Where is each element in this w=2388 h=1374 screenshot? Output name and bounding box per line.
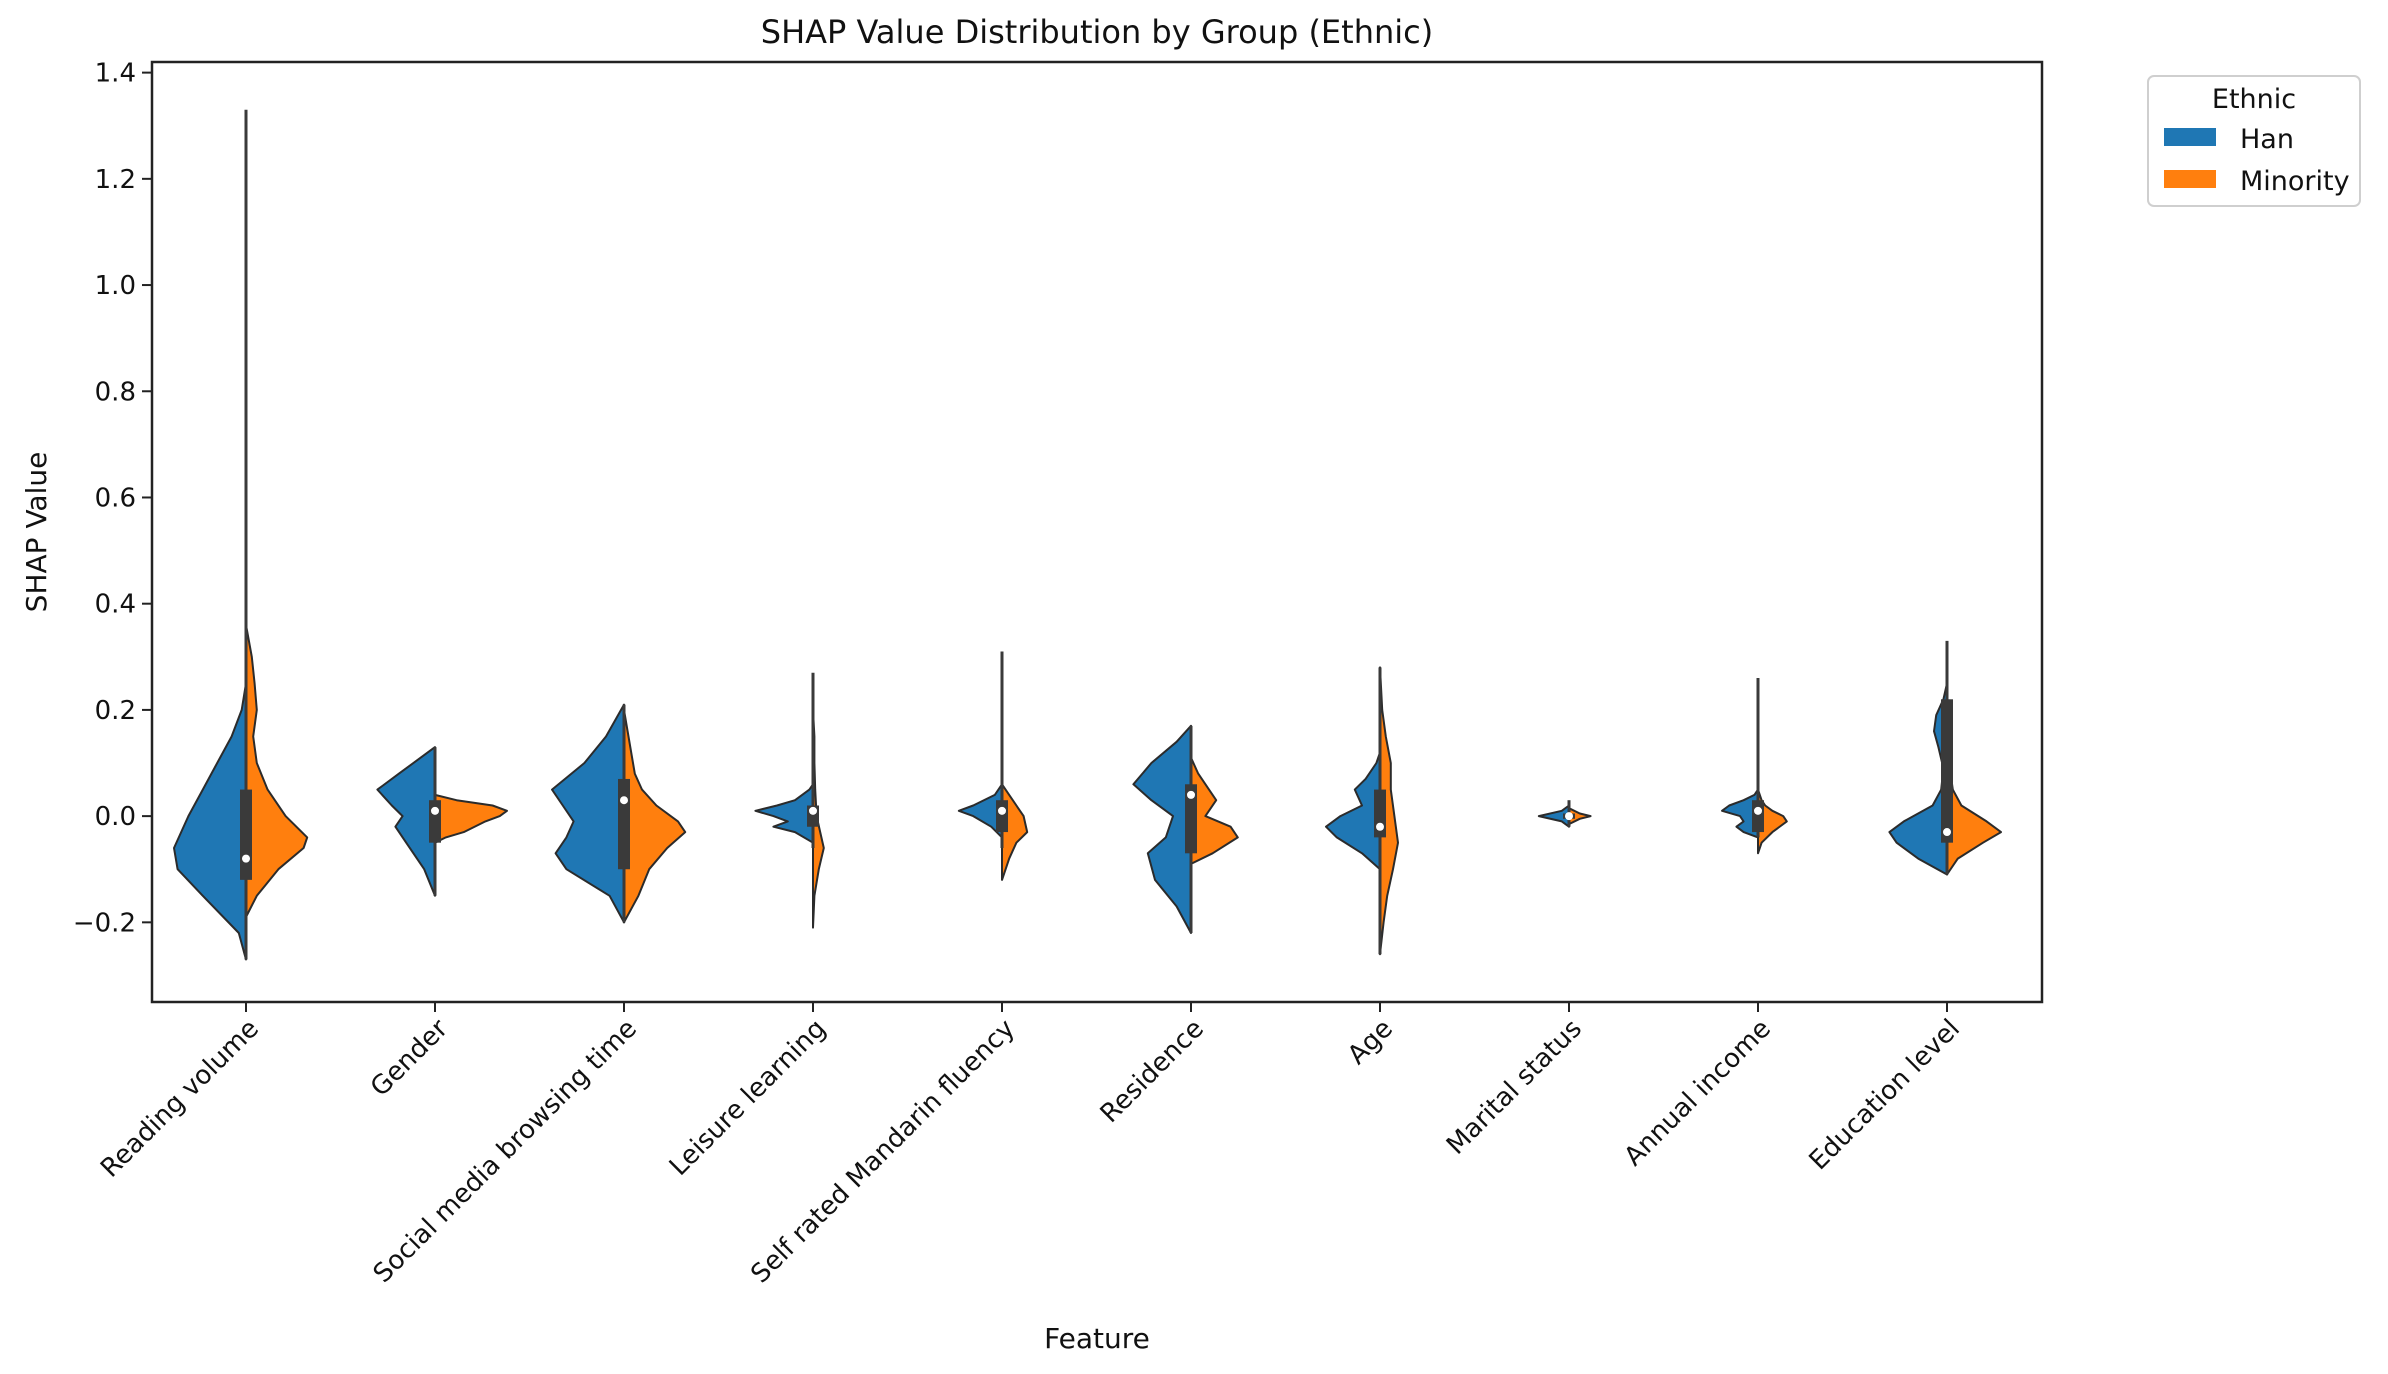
y-axis: −0.2 0.0 0.2 0.4 0.6 0.8 1.0 1.2 1.4 bbox=[73, 59, 152, 938]
violin-median-dot bbox=[242, 854, 250, 863]
y-tick-label: 0.6 bbox=[95, 483, 136, 513]
violin-han bbox=[173, 682, 247, 961]
violin-minority bbox=[245, 623, 309, 919]
y-tick-label: 1.4 bbox=[95, 59, 136, 89]
y-tick-label: 1.0 bbox=[95, 271, 136, 301]
y-tick-label: 0.4 bbox=[95, 590, 136, 620]
y-tick-label: 0.2 bbox=[95, 696, 136, 726]
legend-label-minority: Minority bbox=[2240, 166, 2350, 197]
x-tick-label: Education level bbox=[1804, 1014, 1966, 1176]
violin-median-dot bbox=[431, 806, 439, 815]
violin-median-dot bbox=[1376, 822, 1384, 831]
violin-median-dot bbox=[1943, 828, 1951, 837]
violin-median-dot bbox=[620, 796, 628, 805]
legend: Ethnic Han Minority bbox=[2147, 75, 2361, 207]
y-tick-label: −0.2 bbox=[73, 908, 136, 938]
violin-iqr-box bbox=[996, 800, 1008, 833]
violin-han bbox=[376, 746, 436, 897]
violin-minority bbox=[1001, 783, 1029, 881]
box-layer bbox=[240, 109, 1953, 960]
x-axis-label: Feature bbox=[1044, 1322, 1150, 1355]
violin-han bbox=[1888, 682, 1948, 876]
x-tick-label: Gender bbox=[365, 1014, 454, 1103]
violin-han bbox=[551, 703, 625, 924]
violin-minority bbox=[434, 793, 508, 844]
plot-frame bbox=[150, 60, 2044, 1004]
violin-han bbox=[754, 783, 814, 844]
violin-han bbox=[957, 783, 1003, 839]
legend-title: Ethnic bbox=[2212, 84, 2296, 115]
x-tick-label: Reading volume bbox=[95, 1014, 265, 1184]
x-tick-label: Marital status bbox=[1441, 1014, 1588, 1161]
x-tick-label: Age bbox=[1342, 1014, 1399, 1071]
violin-han bbox=[1325, 751, 1381, 871]
x-tick-label: Residence bbox=[1095, 1014, 1210, 1129]
x-tick-label: Annual income bbox=[1619, 1014, 1777, 1172]
y-tick-label: 1.2 bbox=[95, 165, 136, 195]
violin-median-dot bbox=[809, 806, 817, 815]
violin-minority bbox=[1946, 762, 2002, 876]
x-tick-label: Leisure learning bbox=[664, 1014, 832, 1182]
violin-han bbox=[1132, 724, 1192, 934]
violin-minority bbox=[623, 708, 687, 924]
legend-label-han: Han bbox=[2240, 124, 2294, 155]
violin-minority bbox=[1190, 756, 1239, 865]
y-tick-label: 0.8 bbox=[95, 377, 136, 407]
violin-median-dot bbox=[998, 806, 1006, 815]
violin-median-dot bbox=[1565, 812, 1573, 821]
violin-iqr-box bbox=[240, 789, 252, 880]
violin-median-dot bbox=[1754, 806, 1762, 815]
violin-iqr-box bbox=[429, 800, 441, 843]
violin-layer bbox=[173, 623, 2002, 961]
legend-swatch-han bbox=[2164, 128, 2216, 146]
violin-iqr-box bbox=[618, 778, 630, 870]
violin-iqr-box bbox=[1185, 784, 1197, 854]
legend-swatch-minority bbox=[2164, 170, 2216, 188]
y-axis-label: SHAP Value bbox=[20, 452, 53, 613]
violin-median-dot bbox=[1187, 790, 1195, 799]
y-tick-label: 0.0 bbox=[95, 802, 136, 832]
violin-iqr-box bbox=[1752, 800, 1764, 833]
chart-title: SHAP Value Distribution by Group (Ethnic… bbox=[761, 13, 1433, 51]
violin-iqr-box bbox=[1941, 699, 1953, 843]
